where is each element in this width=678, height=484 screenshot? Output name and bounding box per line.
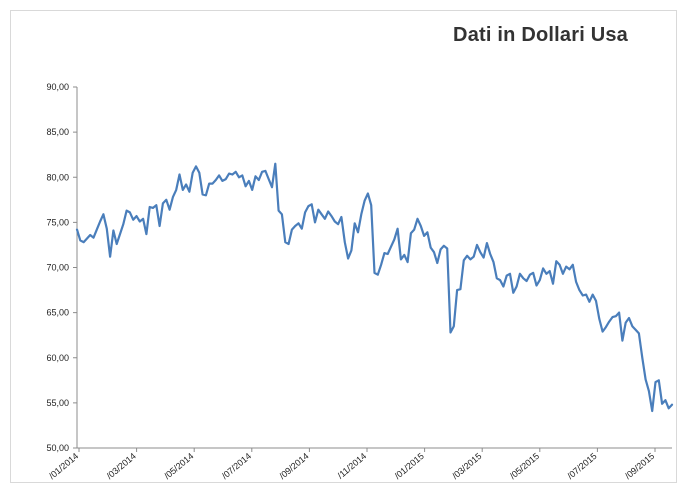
y-axis: 50,00 55,00 60,00 65,00 70,00 75,00 80,00 85,00…: [46, 82, 78, 453]
x-tick-label: /01/2014: [47, 451, 80, 481]
series-line: [75, 162, 674, 413]
x-tick-label: /03/2014: [105, 451, 138, 481]
x-axis: /01/2014/03/2014/05/2014/07/2014/09/2014…: [47, 447, 672, 481]
x-tick-label: /07/2015: [565, 451, 598, 481]
x-tick-label: /01/2015: [393, 451, 426, 481]
x-tick-label: /07/2014: [220, 451, 253, 481]
x-tick-label: /09/2014: [277, 451, 310, 481]
y-tick-label: 70,00: [46, 263, 69, 273]
x-tick-label: /03/2015: [450, 451, 483, 481]
y-tick-label: 65,00: [46, 308, 69, 318]
x-tick-label: /11/2014: [336, 451, 369, 481]
y-tick-label: 85,00: [46, 127, 69, 137]
chart-title: Dati in Dollari Usa: [453, 24, 628, 46]
x-tick-label: /05/2014: [162, 451, 195, 481]
y-tick-label: 50,00: [46, 443, 69, 453]
series-group: [75, 162, 674, 413]
x-tick-label: /09/2015: [623, 451, 656, 481]
y-tick-label: 60,00: [46, 353, 69, 363]
y-tick-label: 80,00: [46, 172, 69, 182]
chart-frame: [10, 10, 677, 483]
x-tick-label: /05/2015: [508, 451, 541, 481]
y-tick-label: 75,00: [46, 217, 69, 227]
y-tick-label: 55,00: [46, 398, 69, 408]
y-tick-label: 90,00: [46, 82, 69, 92]
